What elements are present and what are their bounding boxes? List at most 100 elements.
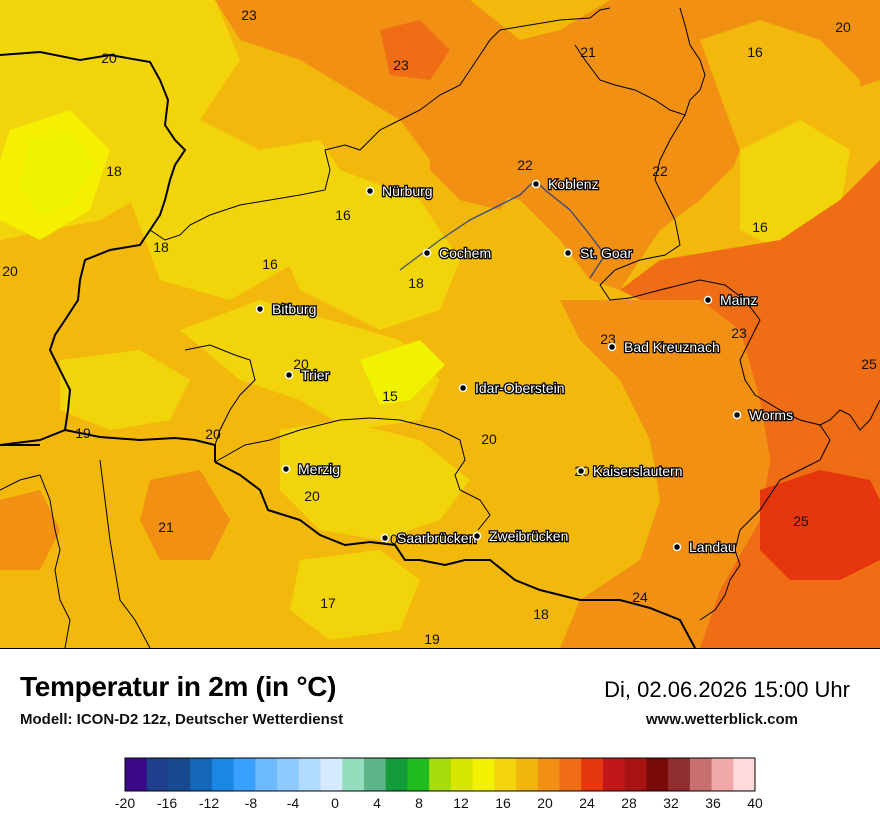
- city-landau[interactable]: Landau: [672, 538, 737, 556]
- city-label: Nürburg: [382, 183, 433, 199]
- map-title: Temperatur in 2m (in °C): [20, 671, 337, 702]
- temperature-value: 16: [335, 207, 351, 223]
- legend-tick-label: -12: [199, 795, 219, 811]
- city-label: Trier: [301, 367, 330, 383]
- city-label: Zweibrücken: [489, 528, 568, 544]
- legend-swatch: [689, 758, 713, 791]
- legend-swatch: [363, 758, 387, 791]
- city-label: Merzig: [298, 461, 340, 477]
- city-bitburg[interactable]: Bitburg: [255, 300, 318, 318]
- city-dot: [472, 531, 482, 541]
- city-label: Saarbrücken: [397, 530, 476, 546]
- temperature-value: 18: [408, 275, 424, 291]
- city-dot: [458, 383, 468, 393]
- city-dot: [365, 186, 375, 196]
- temperature-value: 21: [158, 519, 174, 535]
- temperature-value: 20: [293, 356, 309, 372]
- legend-tick-label: 0: [331, 795, 339, 811]
- legend-swatch: [537, 758, 560, 791]
- legend-swatch: [516, 758, 539, 791]
- rivers: [399, 179, 606, 279]
- legend-swatch: [255, 758, 278, 791]
- legend-tick-label: 24: [579, 795, 595, 811]
- legend-tick-label: -8: [245, 795, 258, 811]
- legend-swatch: [602, 758, 626, 791]
- city-cochem[interactable]: Cochem: [422, 244, 492, 262]
- legend-swatch: [407, 758, 430, 791]
- legend-tick-label: 28: [621, 795, 637, 811]
- legend-swatch: [277, 758, 300, 791]
- city-label: Kaiserslautern: [593, 463, 683, 479]
- forecast-datetime: Di, 02.06.2026 15:00 Uhr: [604, 677, 850, 702]
- city-label: Worms: [749, 407, 793, 423]
- temperature-value: 25: [793, 513, 809, 529]
- legend-tick-label: 8: [415, 795, 423, 811]
- temperature-value: 21: [580, 44, 596, 60]
- city-label: St. Goar: [580, 245, 632, 261]
- city-saarbruecken[interactable]: Saarbrücken: [380, 529, 478, 547]
- legend-swatch: [190, 758, 213, 791]
- city-label: Landau: [689, 539, 736, 555]
- city-dot: [607, 342, 617, 352]
- temperature-value: 18: [106, 163, 122, 179]
- temperature-value: 20: [101, 50, 117, 66]
- temperature-value: 23: [731, 325, 747, 341]
- temperature-map[interactable]: 23 20 23 21 16 20 18 22 22 16 18 16 16 20 18 23 23 25 20 15…: [0, 0, 880, 649]
- website-link[interactable]: www.wetterblick.com: [646, 711, 798, 728]
- legend-swatches: [124, 757, 756, 792]
- legend-tick-label: 32: [663, 795, 679, 811]
- city-dot: [672, 542, 682, 552]
- legend-swatch: [581, 758, 604, 791]
- legend-swatch: [298, 758, 322, 791]
- temperature-value: 18: [533, 606, 549, 622]
- city-label: Koblenz: [548, 176, 599, 192]
- legend-border: [124, 757, 756, 792]
- city-dot: [732, 410, 742, 420]
- city-nuerburg[interactable]: Nürburg: [365, 182, 434, 200]
- legend-swatch: [385, 758, 408, 791]
- legend-tick-label: 4: [373, 795, 381, 811]
- temperature-value: 19: [75, 425, 91, 441]
- legend-swatch: [211, 758, 235, 791]
- legend-swatch: [146, 758, 169, 791]
- city-label: Cochem: [439, 245, 491, 261]
- city-dot: [281, 464, 291, 474]
- city-koblenz[interactable]: Koblenz: [531, 175, 600, 193]
- temperature-value: 20: [304, 488, 320, 504]
- temperature-value: 16: [747, 44, 763, 60]
- legend-tick-label: -20: [115, 795, 135, 811]
- temperature-value: 23: [393, 57, 409, 73]
- legend-tick-label: 36: [705, 795, 721, 811]
- city-dot: [563, 248, 573, 258]
- city-trier[interactable]: Trier: [284, 366, 331, 384]
- temperature-value: 22: [652, 163, 668, 179]
- temperature-value: 20: [2, 263, 18, 279]
- temperature-value: 25: [861, 356, 877, 372]
- city-label: Bad Kreuznach: [624, 339, 720, 355]
- temperature-value: 20: [835, 19, 851, 35]
- city-dot: [703, 295, 713, 305]
- temperature-value: 15: [382, 388, 398, 404]
- city-zweibruecken[interactable]: Zweibrücken: [472, 527, 570, 545]
- legend-tick-label: 20: [537, 795, 553, 811]
- legend-swatch: [624, 758, 647, 791]
- city-bad-kreuznach[interactable]: Bad Kreuznach: [607, 338, 721, 356]
- city-markers: Nürburg Koblenz Cochem St. Goar Mainz Bitburg…: [255, 175, 794, 556]
- city-label: Mainz: [720, 292, 757, 308]
- legend-swatch: [429, 758, 452, 791]
- legend-swatch: [646, 758, 669, 791]
- temperature-value: 20: [481, 431, 497, 447]
- temperature-value: 24: [632, 589, 648, 605]
- legend-ticks: -20 -16 -12 -8 -4 0 4 8 12 16 20 24 28 32 36 40: [115, 795, 763, 811]
- legend-swatch: [233, 758, 256, 791]
- legend-swatch: [472, 758, 495, 791]
- legend-swatch: [450, 758, 474, 791]
- city-idar-oberstein[interactable]: Idar-Oberstein: [458, 379, 566, 397]
- city-st-goar[interactable]: St. Goar: [563, 244, 634, 262]
- city-mainz[interactable]: Mainz: [703, 291, 759, 309]
- map-footer: Temperatur in 2m (in °C) Modell: ICON-D2…: [0, 649, 880, 830]
- city-kaiserslautern[interactable]: Kaiserslautern: [576, 462, 684, 480]
- city-merzig[interactable]: Merzig: [281, 460, 341, 478]
- city-worms[interactable]: Worms: [732, 406, 794, 424]
